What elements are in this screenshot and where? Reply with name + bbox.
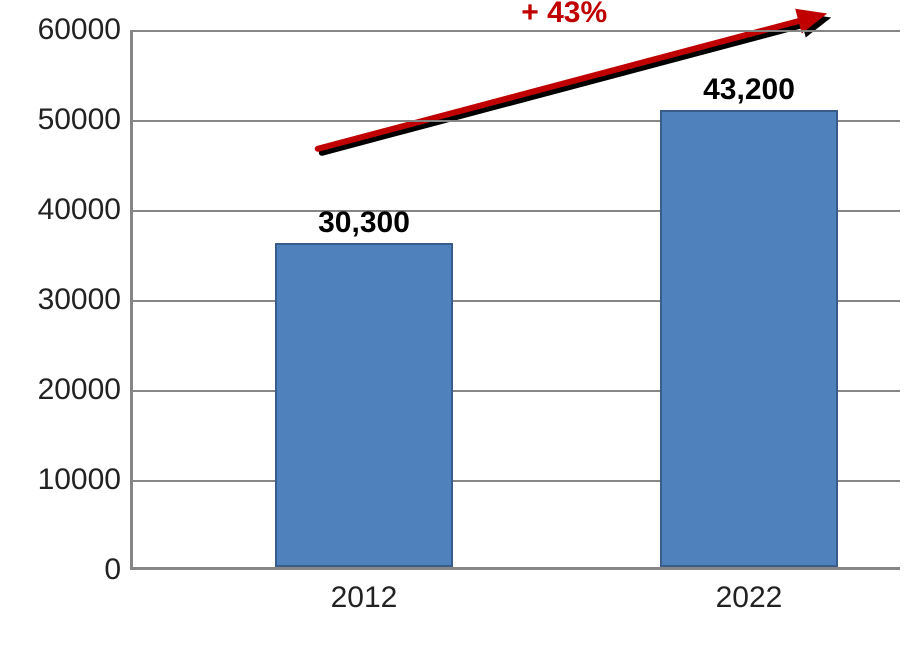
y-tick-label: 40000: [38, 193, 133, 227]
bar-chart: 0 10000 20000 30000 40000 50000 60000 30,300 201…: [0, 0, 923, 657]
y-gridline: [133, 30, 900, 32]
y-tick-label: 10000: [38, 463, 133, 497]
data-label: 43,200: [703, 73, 795, 107]
y-tick-label: 60000: [38, 13, 133, 47]
y-tick-label: 30000: [38, 283, 133, 317]
bar: [275, 243, 452, 567]
y-tick-label: 20000: [38, 373, 133, 407]
bar: [660, 110, 837, 567]
growth-annotation-label: + 43%: [521, 0, 607, 30]
y-tick-label: 50000: [38, 103, 133, 137]
y-tick-label: 0: [104, 553, 133, 587]
x-tick-label: 2022: [716, 567, 783, 615]
data-label: 30,300: [318, 206, 410, 240]
x-tick-label: 2012: [331, 567, 398, 615]
plot-area: 010000200003000040000500006000030,300201…: [130, 30, 900, 570]
arrow-shadow-head: [800, 13, 830, 36]
